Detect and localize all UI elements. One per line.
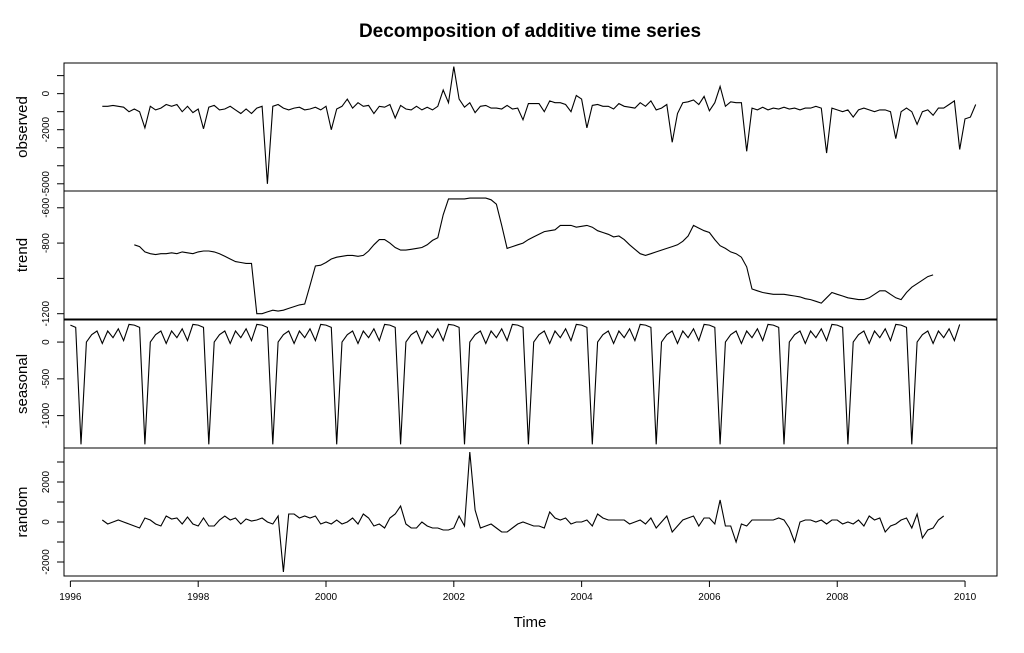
series-line-observed	[102, 66, 977, 184]
x-tick-label: 1998	[187, 592, 210, 603]
y-tick-label: -5000	[41, 171, 52, 197]
x-axis-label: Time	[514, 614, 547, 631]
panel-observed: -5000 -2000 0 observed	[14, 62, 998, 197]
y-tick-label: -1000	[41, 402, 52, 428]
y-tick-label: -600	[41, 197, 52, 217]
x-axis: 1996 1998 2000 2002 2004 2006 2008 2010	[59, 580, 977, 603]
series-line-trend	[134, 197, 934, 315]
series-line-seasonal	[70, 323, 961, 445]
y-tick-label: -2000	[41, 116, 52, 142]
x-tick-label: 2006	[698, 592, 721, 603]
x-tick-label: 2004	[570, 592, 593, 603]
x-tick-label: 2002	[443, 592, 466, 603]
y-tick-label: -1200	[41, 300, 52, 326]
panel-trend: -1200 -800 -600 trend	[14, 190, 998, 326]
y-axis-label-random: random	[14, 487, 31, 538]
panels: -5000-20000observed-1200-800-600trend-10…	[14, 62, 998, 577]
y-tick-label: -500	[41, 368, 52, 388]
x-tick-label: 2000	[315, 592, 338, 603]
panel-frame	[63, 190, 998, 320]
y-axis-label-seasonal: seasonal	[14, 354, 31, 414]
y-axis-label-observed: observed	[14, 96, 31, 158]
y-tick-label: 0	[41, 339, 52, 345]
x-tick-label: 2008	[826, 592, 849, 603]
y-tick-label: 0	[41, 519, 52, 525]
y-tick-label: -800	[41, 233, 52, 253]
panel-frame	[63, 447, 998, 577]
y-tick-label: 0	[41, 90, 52, 96]
series-line-random	[101, 451, 945, 573]
panel-random: -2000 0 2000 random	[14, 447, 998, 577]
y-axis-label-trend: trend	[14, 238, 31, 272]
x-tick-label: 1996	[59, 592, 82, 603]
panel-seasonal: -1000 -500 0 seasonal	[14, 319, 998, 449]
x-tick-label: 2010	[954, 592, 977, 603]
y-tick-label: -2000	[41, 549, 52, 575]
chart-title: Decomposition of additive time series	[359, 21, 701, 42]
y-tick-label: 2000	[41, 470, 52, 493]
